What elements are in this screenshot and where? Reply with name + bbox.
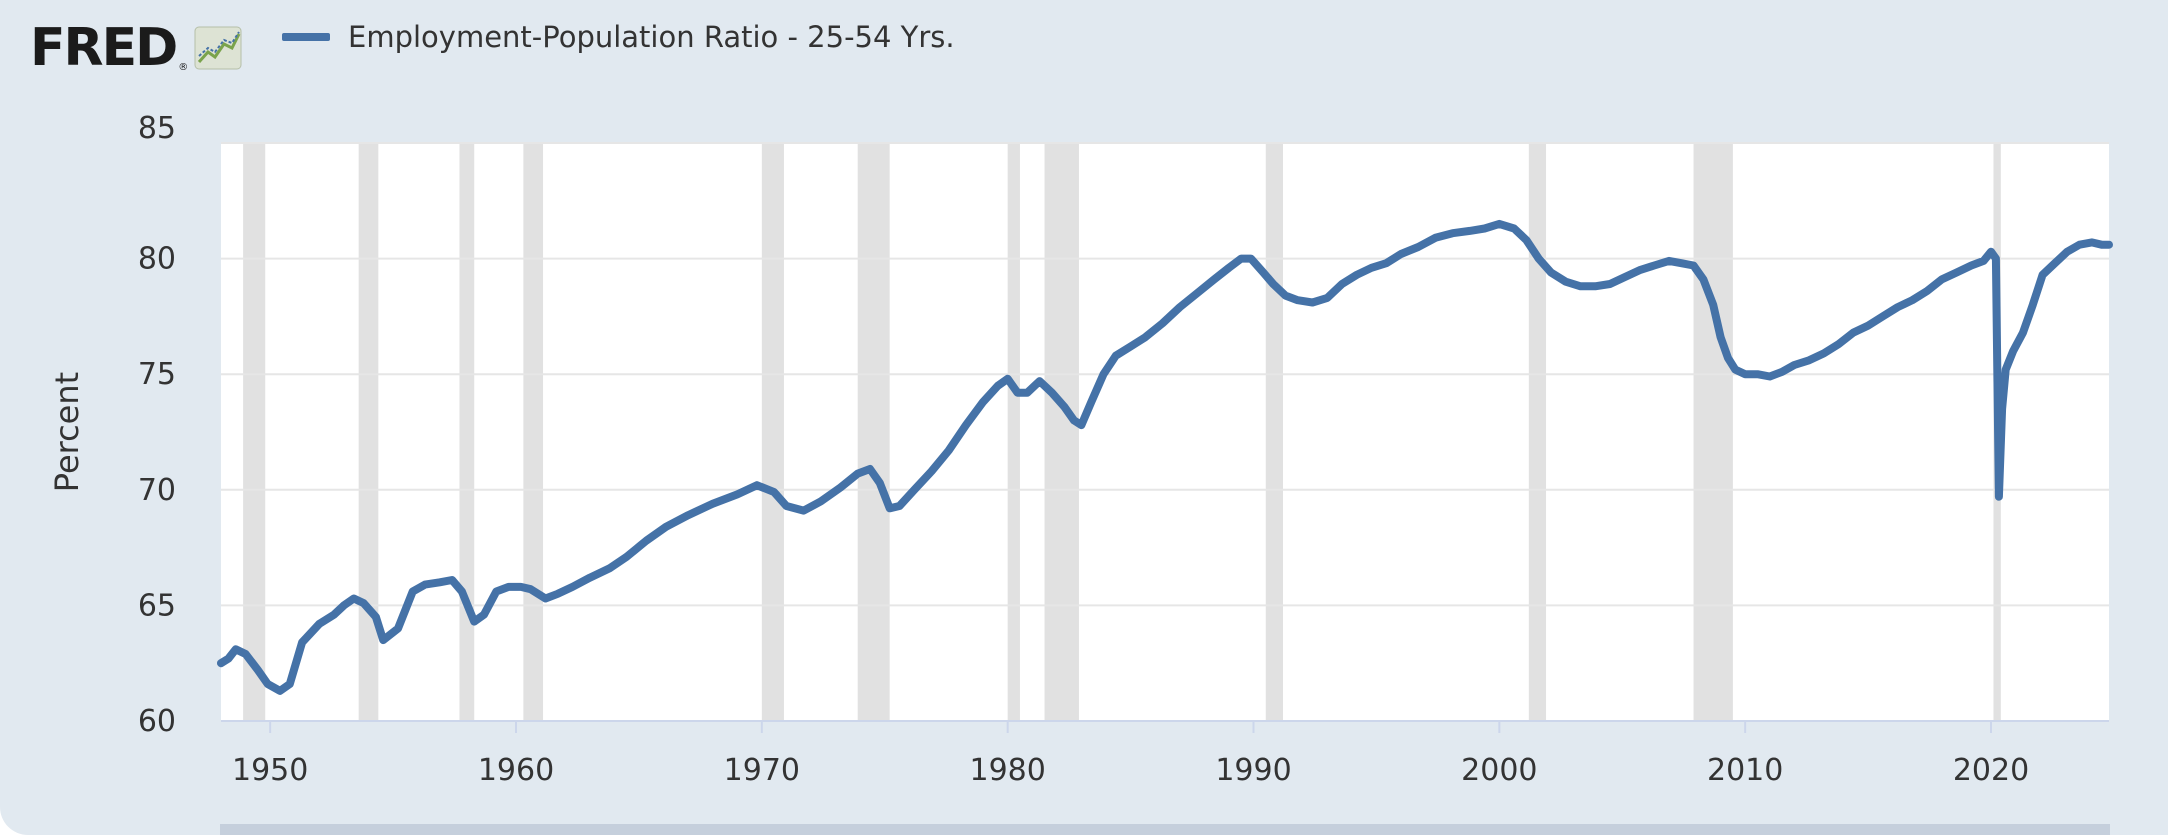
recession-band-8 <box>1265 143 1283 721</box>
y-tick-label-65: 65 <box>138 588 176 623</box>
x-tick-label-1950: 1950 <box>232 753 308 788</box>
recession-bands <box>243 143 2001 721</box>
x-tick-label-1980: 1980 <box>969 753 1045 788</box>
recession-band-1 <box>358 143 379 721</box>
x-axis-ticks: 1950 1960 1970 1980 1990 2000 2010 2020 <box>232 721 2029 788</box>
x-tick-label-2020: 2020 <box>1953 753 2029 788</box>
recession-band-9 <box>1528 143 1547 721</box>
recession-band-3 <box>523 143 544 721</box>
logo-text: FRED <box>30 18 178 78</box>
recession-band-6 <box>1007 143 1020 721</box>
x-tick-label-2010: 2010 <box>1707 753 1783 788</box>
x-tick-label-1970: 1970 <box>724 753 800 788</box>
x-tick-label-1960: 1960 <box>478 753 554 788</box>
logo-registered-mark: ® <box>178 62 189 73</box>
y-tick-label-60: 60 <box>138 704 176 739</box>
y-tick-label-70: 70 <box>138 473 176 508</box>
y-tick-label-80: 80 <box>138 242 176 277</box>
chart-legend[interactable]: Employment-Population Ratio - 25-54 Yrs. <box>282 20 955 54</box>
fred-logo[interactable]: FRED ® <box>30 18 242 78</box>
legend-swatch <box>282 33 330 41</box>
recession-band-0 <box>243 143 266 721</box>
y-tick-label-85: 85 <box>138 111 176 146</box>
y-axis-ticks: 60 65 70 75 80 85 <box>138 111 176 739</box>
recession-band-5 <box>857 143 890 721</box>
chart-line-icon <box>194 26 242 74</box>
recession-band-2 <box>459 143 475 721</box>
x-tick-label-2000: 2000 <box>1461 753 1537 788</box>
range-navigator[interactable] <box>220 824 2110 835</box>
y-tick-label-75: 75 <box>138 357 176 392</box>
x-tick-label-1990: 1990 <box>1215 753 1291 788</box>
grid-lines <box>221 142 2109 607</box>
plot-area <box>221 143 2109 721</box>
recession-band-7 <box>1044 143 1079 721</box>
series-line-0[interactable] <box>217 219 2113 695</box>
recession-band-10 <box>1693 143 1733 721</box>
recession-band-4 <box>761 143 784 721</box>
legend-series-label: Employment-Population Ratio - 25-54 Yrs. <box>348 20 955 54</box>
data-series <box>217 219 2113 695</box>
